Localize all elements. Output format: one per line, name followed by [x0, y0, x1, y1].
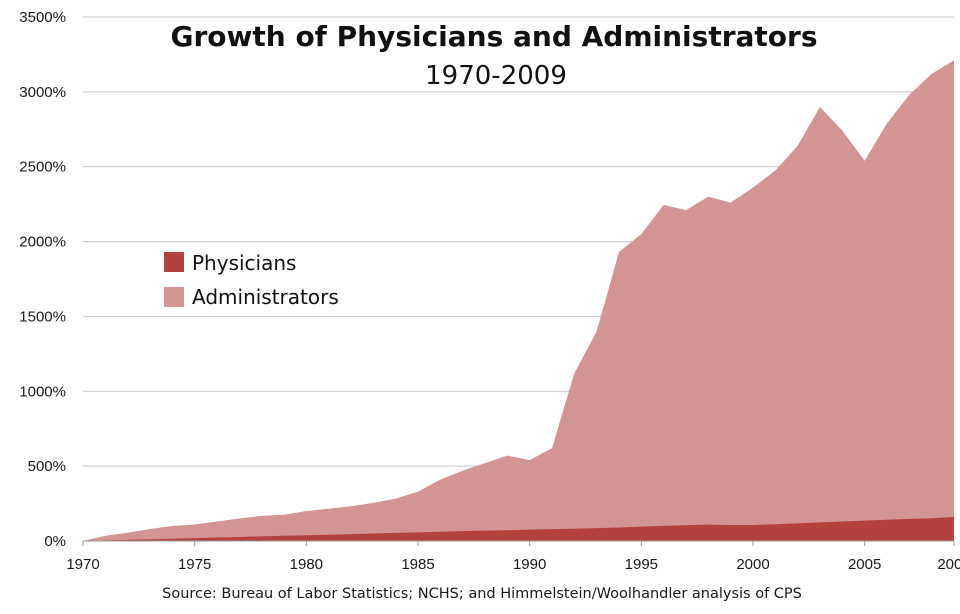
x-tick-label: 1980 — [290, 556, 323, 573]
legend-swatch-administrators — [164, 287, 184, 307]
y-tick-label: 2500% — [19, 159, 66, 176]
chart-subtitle: 1970-2009 — [425, 61, 567, 91]
y-tick-label: 3500% — [19, 9, 66, 26]
x-axis-ticks: 1970 1975 1980 1985 1990 1995 2000 2005 2009 — [66, 541, 960, 573]
y-axis-ticks: 0% 500% 1000% 1500% 2000% 2500% 3000% 3500% — [19, 9, 66, 550]
legend-label-physicians: Physicians — [192, 251, 296, 275]
x-tick-label: 1970 — [66, 556, 99, 573]
x-tick-label: 1985 — [401, 556, 434, 573]
y-tick-label: 3000% — [19, 84, 66, 101]
physicians-area — [83, 517, 954, 541]
legend: Physicians Administrators — [164, 251, 339, 309]
x-tick-label: 2000 — [736, 556, 769, 573]
y-tick-label: 2000% — [19, 234, 66, 251]
gridlines — [83, 16, 954, 467]
y-tick-label: 0% — [44, 533, 66, 550]
x-tick-label: 2005 — [848, 556, 881, 573]
x-tick-label: 1975 — [178, 556, 211, 573]
legend-swatch-physicians — [164, 252, 184, 272]
y-tick-label: 1000% — [19, 383, 66, 400]
x-tick-label: 1990 — [513, 556, 546, 573]
y-tick-label: 500% — [28, 458, 66, 475]
chart-title: Growth of Physicians and Administrators — [170, 20, 817, 53]
source-note: Source: Bureau of Labor Statistics; NCHS… — [162, 586, 802, 602]
x-tick-label: 2009 — [937, 556, 960, 573]
administrators-area — [83, 60, 954, 541]
x-tick-label: 1995 — [625, 556, 658, 573]
legend-label-administrators: Administrators — [192, 285, 339, 309]
y-tick-label: 1500% — [19, 308, 66, 325]
